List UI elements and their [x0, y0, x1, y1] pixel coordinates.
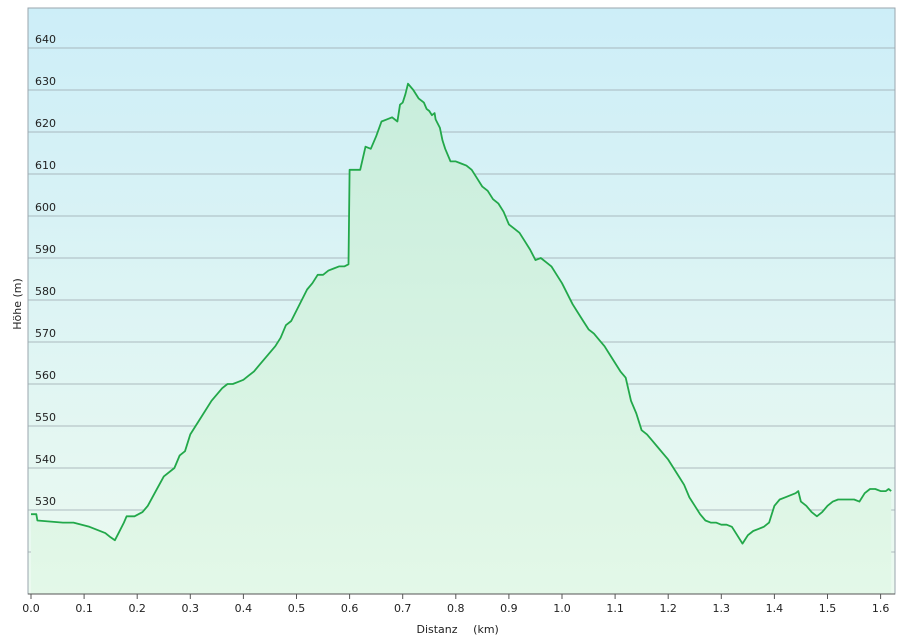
y-tick-label: 610	[35, 159, 56, 172]
x-tick-label: 1.6	[872, 602, 890, 615]
x-tick-label: 1.4	[766, 602, 784, 615]
x-tick-label: 1.0	[553, 602, 571, 615]
y-tick-label: 580	[35, 285, 56, 298]
x-tick-label: 1.2	[659, 602, 677, 615]
elevation-line	[31, 82, 892, 545]
y-tick-label: 630	[35, 75, 56, 88]
y-tick-label: 600	[35, 201, 56, 214]
x-tick-label: 0.1	[75, 602, 93, 615]
x-tick-label: 0.9	[500, 602, 518, 615]
elevation-area-fill	[31, 83, 892, 594]
x-tick-label: 1.5	[819, 602, 837, 615]
y-axis-title: Höhe (m)	[11, 278, 24, 330]
x-tick-label: 1.3	[713, 602, 731, 615]
y-tick-label: 530	[35, 495, 56, 508]
x-axis-ticks: 0.0 0.1 0.2 0.3 0.4 0.5 0.6 0.7 0.8 0.9 1.0 1.1 1.2 1…	[22, 594, 889, 615]
x-tick-label: 0.6	[341, 602, 359, 615]
x-axis-title: Distanz	[416, 623, 457, 636]
x-tick-label: 0.4	[235, 602, 253, 615]
y-tick-label: 540	[35, 453, 56, 466]
y-tick-label: 640	[35, 33, 56, 46]
x-tick-label: 0.7	[394, 602, 412, 615]
x-tick-label: 0.2	[128, 602, 146, 615]
y-tick-label: 560	[35, 369, 56, 382]
x-tick-label: 0.0	[22, 602, 40, 615]
x-tick-label: 0.5	[288, 602, 306, 615]
elevation-series	[31, 82, 892, 594]
x-tick-label: 1.1	[606, 602, 624, 615]
y-tick-label: 620	[35, 117, 56, 130]
x-tick-label: 0.8	[447, 602, 465, 615]
y-tick-label: 570	[35, 327, 56, 340]
y-tick-label: 590	[35, 243, 56, 256]
x-tick-label: 0.3	[182, 602, 200, 615]
x-axis-unit: (km)	[473, 623, 499, 636]
y-tick-label: 550	[35, 411, 56, 424]
